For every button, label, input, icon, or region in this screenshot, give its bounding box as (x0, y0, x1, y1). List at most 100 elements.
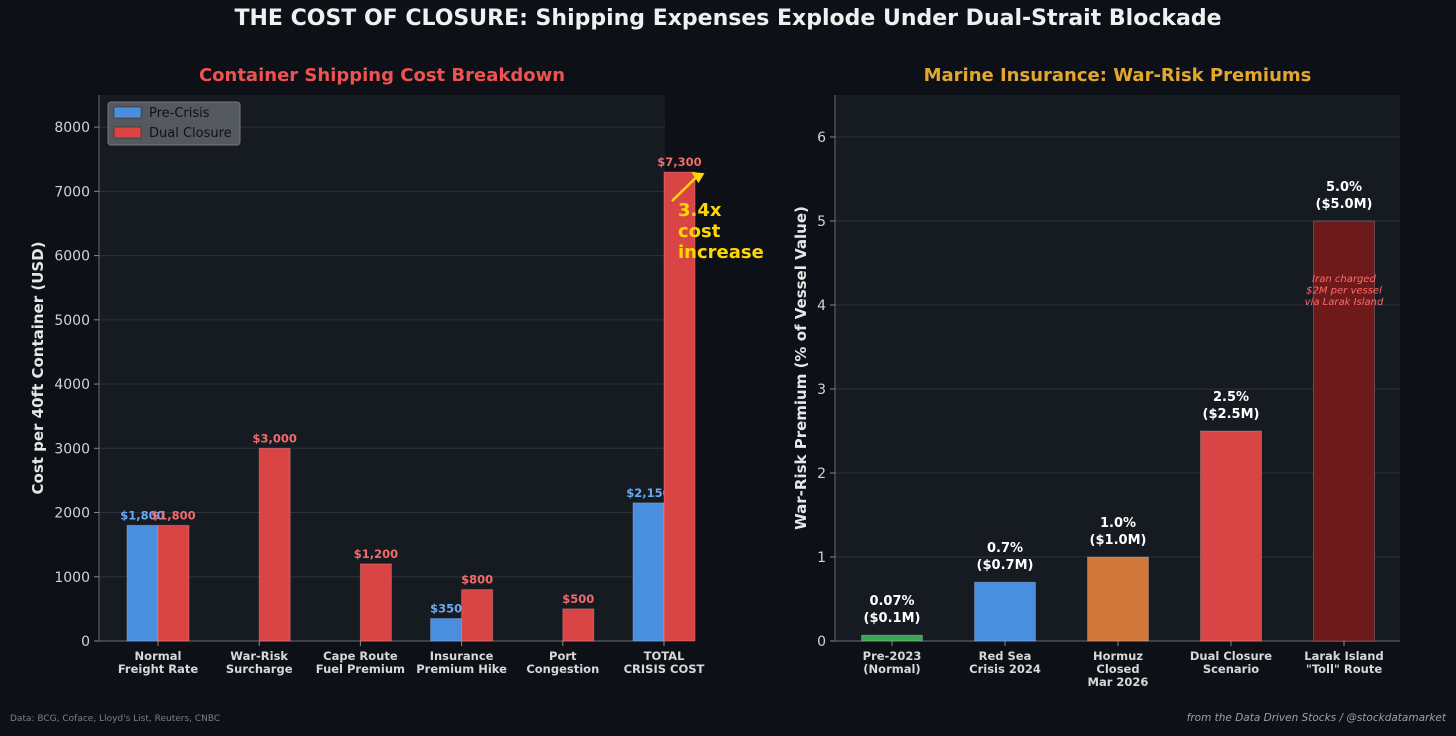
left-category-label-line: Insurance (430, 649, 494, 663)
annotation-text-line: increase (678, 242, 764, 263)
left-category-label-line: War-Risk (230, 649, 288, 663)
premium-bar-label-line: 2.5% (1213, 390, 1249, 405)
bar-label-dual-closure: $1,800 (151, 508, 195, 522)
larak-annotation-line: via Larak Island (1305, 297, 1384, 308)
left-chart-title: Container Shipping Cost Breakdown (199, 65, 565, 86)
annotation-text-line: cost (678, 221, 721, 242)
left-ytick-label: 0 (81, 634, 90, 650)
main-title: THE COST OF CLOSURE: Shipping Expenses E… (234, 6, 1222, 31)
annotation-arrowhead (691, 172, 705, 184)
bar-label-pre-crisis: $1,800 (120, 508, 164, 522)
left-ytick-label: 7000 (54, 184, 90, 200)
premium-bar (861, 634, 923, 642)
right-category-label-line: Scenario (1203, 662, 1259, 676)
right-ytick-label: 6 (817, 130, 826, 146)
credit-footer: from the Data Driven Stocks / @stockdata… (1186, 712, 1446, 724)
left-category-label-line: Congestion (526, 662, 599, 676)
bar-dual-closure (258, 447, 291, 642)
left-ytick-label: 2000 (54, 506, 90, 522)
left-category-label-line: Normal (135, 649, 182, 663)
bar-dual-closure (663, 171, 696, 642)
premium-bar (974, 581, 1036, 642)
premium-bar-label-line: ($2.5M) (1203, 407, 1260, 422)
right-category-label: Pre-2023(Normal) (863, 649, 922, 676)
data-source-footer: Data: BCG, Coface, Lloyd's List, Reuters… (10, 714, 221, 724)
left-category-label-line: Surcharge (226, 662, 293, 676)
right-category-label-line: Red Sea (979, 649, 1032, 663)
right-category-label-line: Mar 2026 (1088, 675, 1149, 689)
premium-bar-label-line: ($1.0M) (1090, 533, 1147, 548)
left-legend: Pre-Crisis Dual Closure (107, 101, 241, 146)
left-ytick-label: 5000 (54, 313, 90, 329)
right-plot-area (835, 95, 1400, 641)
premium-bar-label: 0.7% ($0.7M) (977, 541, 1034, 573)
right-category-label-line: Closed (1096, 662, 1139, 676)
premium-bar (1313, 220, 1375, 642)
bar-label-dual-closure: $500 (562, 592, 594, 606)
premium-bar-label: 5.0% ($5.0M) (1316, 180, 1373, 212)
right-ytick-label: 4 (817, 298, 826, 314)
right-category-label-line: Pre-2023 (863, 649, 922, 663)
premium-bar-label: 0.07% ($0.1M) (864, 594, 921, 626)
left-ytick-label: 8000 (54, 120, 90, 136)
bar-pre-crisis (126, 524, 159, 642)
larak-annotation-line: Iran charged (1312, 274, 1376, 285)
bar-dual-closure (461, 589, 494, 642)
premium-bar-label-line: ($0.1M) (864, 611, 921, 626)
bar-label-dual-closure: $800 (461, 573, 493, 587)
right-chart-title: Marine Insurance: War-Risk Premiums (924, 65, 1312, 86)
right-y-axis-label: War-Risk Premium (% of Vessel Value) (792, 206, 810, 530)
left-ytick-label: 4000 (54, 377, 90, 393)
left-category-label-line: Cape Route (323, 649, 398, 663)
premium-bar (1087, 556, 1149, 642)
left-category-label-line: Fuel Premium (316, 662, 405, 676)
left-y-axis-label: Cost per 40ft Container (USD) (29, 241, 47, 494)
premium-bar-label-line: 0.07% (869, 594, 914, 609)
bar-dual-closure (562, 608, 595, 642)
right-ytick-label: 1 (817, 550, 826, 566)
bar-dual-closure (157, 524, 190, 642)
right-category-label-line: Dual Closure (1190, 649, 1272, 663)
premium-bar (1200, 430, 1262, 642)
bar-label-pre-crisis: $350 (430, 602, 462, 616)
annotation-arrow (671, 175, 699, 202)
right-category-label-line: Hormuz (1093, 649, 1143, 663)
legend-swatch-dual-closure (113, 126, 142, 139)
right-category-label-line: (Normal) (863, 662, 920, 676)
right-category-label-line: Larak Island (1304, 649, 1383, 663)
premium-bar-label-line: 1.0% (1100, 516, 1136, 531)
premium-bar-label: 2.5% ($2.5M) (1203, 390, 1260, 422)
left-category-label-line: Port (549, 649, 577, 663)
left-ytick-label: 3000 (54, 441, 90, 457)
left-ytick-label: 6000 (54, 249, 90, 265)
left-category-label-line: TOTAL (644, 649, 685, 663)
bar-pre-crisis (632, 502, 665, 642)
bar-label-pre-crisis: $2,150 (626, 486, 670, 500)
bar-label-dual-closure: $7,300 (657, 155, 701, 169)
right-ytick-label: 5 (817, 214, 826, 230)
right-category-label-line: "Toll" Route (1306, 662, 1383, 676)
premium-bar-label: 1.0% ($1.0M) (1090, 516, 1147, 548)
bar-label-dual-closure: $3,000 (253, 431, 297, 445)
left-category-label-line: Freight Rate (118, 662, 199, 676)
annotation-text-line: 3.4x (678, 200, 722, 221)
legend-label-dual-closure: Dual Closure (149, 126, 232, 141)
right-ytick-label: 2 (817, 466, 826, 482)
legend-swatch-pre-crisis (113, 106, 142, 119)
premium-bar-label-line: 5.0% (1326, 180, 1362, 195)
bar-dual-closure (359, 563, 392, 642)
right-category-label: Larak Island"Toll" Route (1304, 649, 1383, 676)
right-category-label-line: Crisis 2024 (969, 662, 1041, 676)
legend-label-pre-crisis: Pre-Crisis (149, 106, 210, 121)
